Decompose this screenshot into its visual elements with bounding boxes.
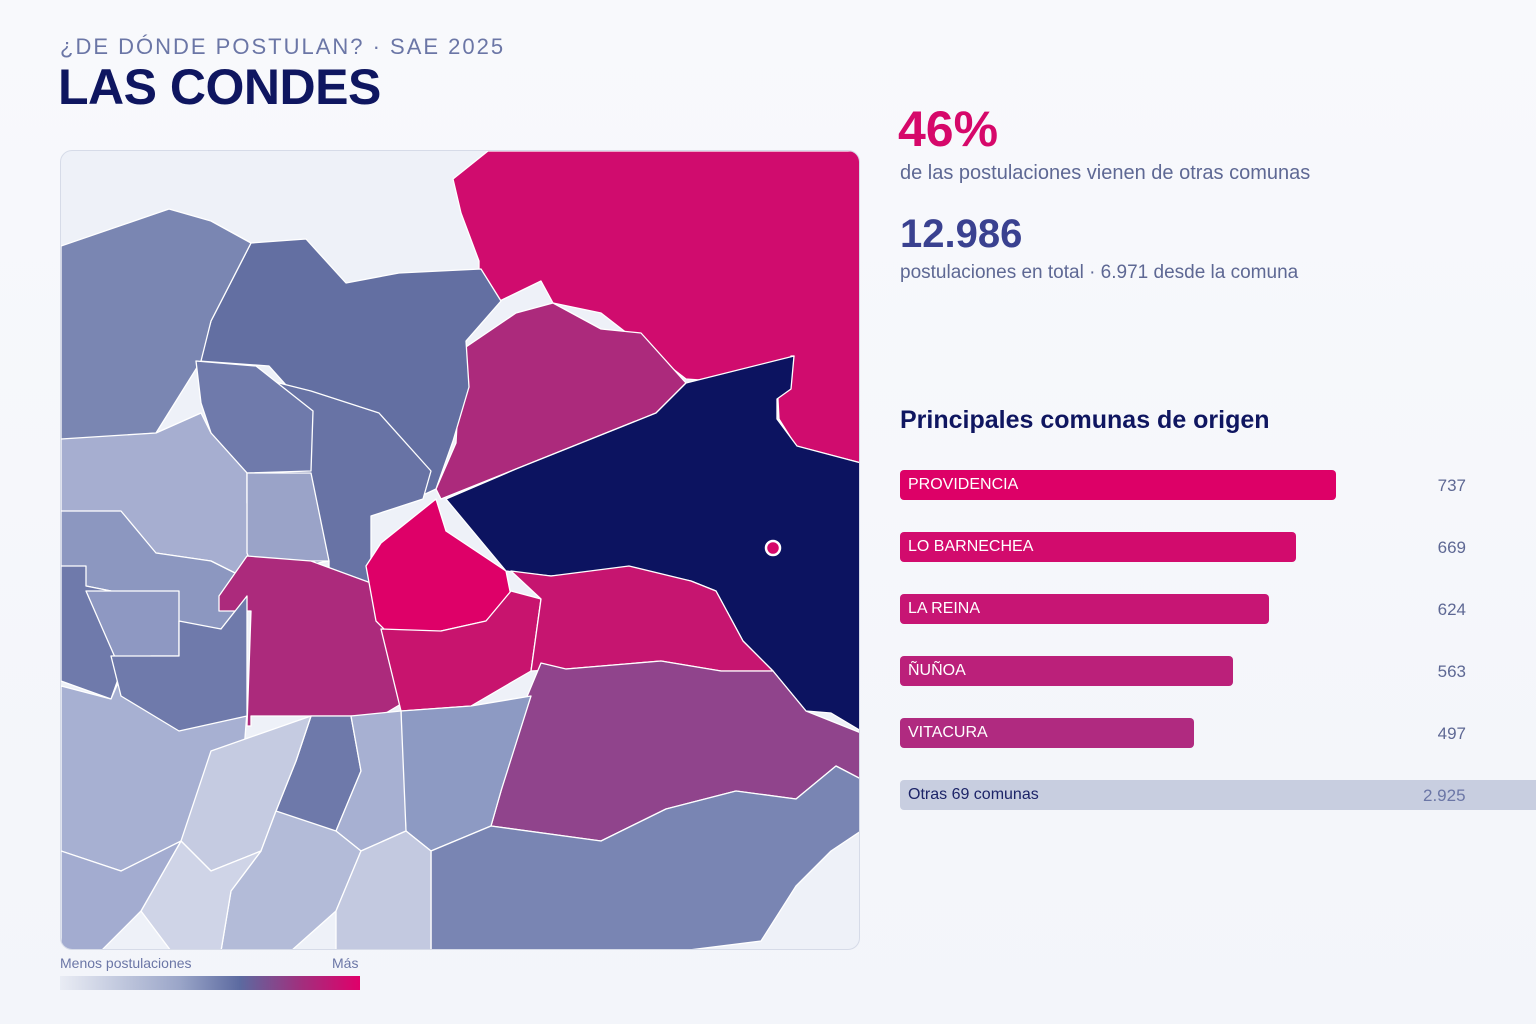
bar-label: PROVIDENCIA	[908, 476, 1019, 493]
map-region-san-ramon[interactable]	[335, 830, 432, 950]
bar-row: ÑUÑOA 563	[900, 656, 1500, 686]
other-communes-bar: Otras 69 comunas 2.925	[900, 780, 1536, 810]
bar-label: ÑUÑOA	[908, 662, 966, 679]
share-kpi-label: de las postulaciones vienen de otras com…	[900, 162, 1311, 184]
bar-row: LA REINA 624	[900, 594, 1500, 624]
bar-row: LO BARNECHEA 669	[900, 532, 1500, 562]
bar-row: VITACURA 497	[900, 718, 1500, 748]
map-region-la-florida[interactable]	[430, 765, 860, 950]
bar-lo-barnechea[interactable]: LO BARNECHEA	[900, 532, 1296, 562]
bar-label: LO BARNECHEA	[908, 538, 1034, 555]
bar-label: LA REINA	[908, 600, 981, 617]
bar-chart-title: Principales comunas de origen	[900, 406, 1270, 434]
las-condes-marker	[764, 539, 782, 557]
map-region-san-bernardo[interactable]	[61, 840, 182, 950]
page-subtitle: ¿DE DÓNDE POSTULAN? · SAE 2025	[60, 34, 506, 59]
bar-label: VITACURA	[908, 724, 988, 741]
bar-value-label: 669	[1437, 538, 1466, 557]
bar-row: PROVIDENCIA 737	[900, 470, 1500, 500]
other-communes-value: 2.925	[1423, 786, 1466, 805]
page-title: LAS CONDES	[58, 59, 381, 115]
bar-vitacura[interactable]: VITACURA	[900, 718, 1194, 748]
share-kpi-value: 46%	[898, 101, 999, 157]
legend-min-label: Menos postulaciones	[60, 955, 192, 971]
other-communes-label: Otras 69 comunas	[908, 786, 1039, 803]
total-kpi-label: postulaciones en total · 6.971 desde la …	[900, 262, 1299, 283]
map-region-huechuraba[interactable]	[198, 238, 502, 497]
total-kpi-value: 12.986	[900, 212, 1023, 256]
bar-la-reina[interactable]: LA REINA	[900, 594, 1269, 624]
legend-max-label: Más	[332, 955, 359, 971]
bar-value-label: 624	[1437, 600, 1466, 619]
map-svg	[61, 151, 860, 950]
map-region-independencia[interactable]	[195, 360, 314, 474]
bar-ñuñoa[interactable]: ÑUÑOA	[900, 656, 1233, 686]
bar-value-label: 563	[1437, 662, 1466, 681]
legend-gradient-bar	[60, 976, 360, 990]
map-region-la-pintana[interactable]	[140, 840, 262, 950]
map-region-pedro-aguirre[interactable]	[110, 595, 248, 732]
bar-providencia[interactable]: PROVIDENCIA	[900, 470, 1336, 500]
bar-value-label: 497	[1437, 724, 1466, 743]
choropleth-map	[60, 150, 860, 950]
bar-value-label: 737	[1437, 476, 1466, 495]
